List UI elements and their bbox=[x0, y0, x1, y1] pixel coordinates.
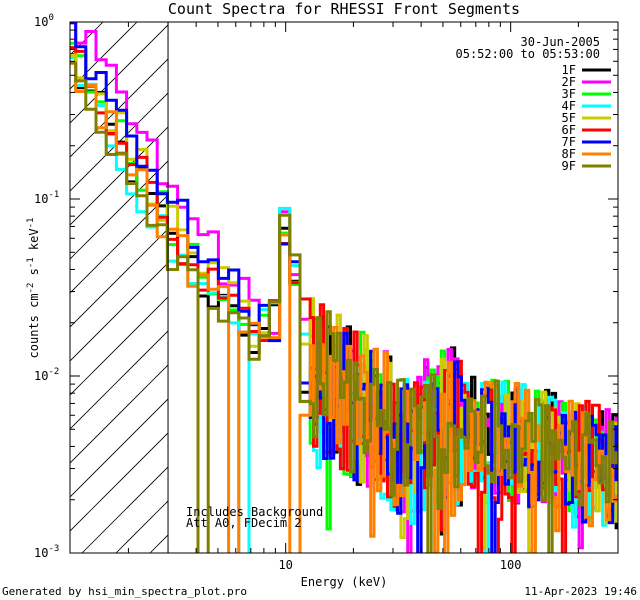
hatch-line bbox=[70, 126, 169, 226]
legend-label-3F: 3F bbox=[562, 87, 576, 101]
legend-label-4F: 4F bbox=[562, 99, 576, 113]
y-tick-label: 10-3 bbox=[34, 544, 59, 560]
x-tick-label: 10 bbox=[278, 558, 292, 572]
hatch-line bbox=[70, 194, 169, 294]
legend-label-6F: 6F bbox=[562, 123, 576, 137]
hatch-line bbox=[70, 432, 169, 532]
footer-generated-by: Generated by hsi_min_spectra_plot.pro bbox=[2, 585, 247, 598]
hatch-line bbox=[70, 22, 104, 56]
hatch-line bbox=[70, 228, 169, 328]
axis-ticks: 10 100 100 10-1 10-2 10-3 bbox=[34, 13, 619, 572]
hatch-line bbox=[70, 22, 138, 90]
footer-timestamp: 11-Apr-2023 19:46 bbox=[524, 585, 637, 598]
legend-label-2F: 2F bbox=[562, 75, 576, 89]
y-tick-label: 10-1 bbox=[34, 190, 59, 206]
hatch-line bbox=[70, 364, 169, 464]
hatch-line bbox=[70, 398, 169, 498]
y-tick-label: 10-2 bbox=[34, 367, 59, 383]
y-tick-label: 100 bbox=[34, 13, 54, 29]
y-axis-label: counts cm-2 s-1 keV-1 bbox=[26, 218, 41, 359]
time-range-label: 05:52:00 to 05:53:00 bbox=[456, 47, 601, 61]
series-line-7F bbox=[70, 22, 618, 553]
legend-label-7F: 7F bbox=[562, 135, 576, 149]
chart-title: Count Spectra for RHESSI Front Segments bbox=[168, 0, 520, 18]
plot-frame bbox=[69, 21, 619, 554]
series-line-6F bbox=[70, 46, 618, 553]
date-label: 30-Jun-2005 bbox=[521, 35, 600, 49]
x-tick-label: 100 bbox=[500, 558, 522, 572]
series-line-9F bbox=[70, 61, 618, 553]
hatch-line bbox=[0, 0, 98, 553]
series-group bbox=[70, 22, 618, 553]
annotation-background: Includes Background bbox=[186, 505, 323, 519]
hatch-line bbox=[70, 58, 169, 158]
legend-label-1F: 1F bbox=[562, 63, 576, 77]
legend-label-8F: 8F bbox=[562, 147, 576, 161]
x-axis-label: Energy (keV) bbox=[301, 575, 388, 589]
hatch-line bbox=[0, 0, 30, 553]
legend-label-9F: 9F bbox=[562, 159, 576, 173]
hatch-line bbox=[70, 262, 169, 362]
legend-label-5F: 5F bbox=[562, 111, 576, 125]
annotation-attenuator: Att A0, FDecim 2 bbox=[186, 516, 302, 530]
